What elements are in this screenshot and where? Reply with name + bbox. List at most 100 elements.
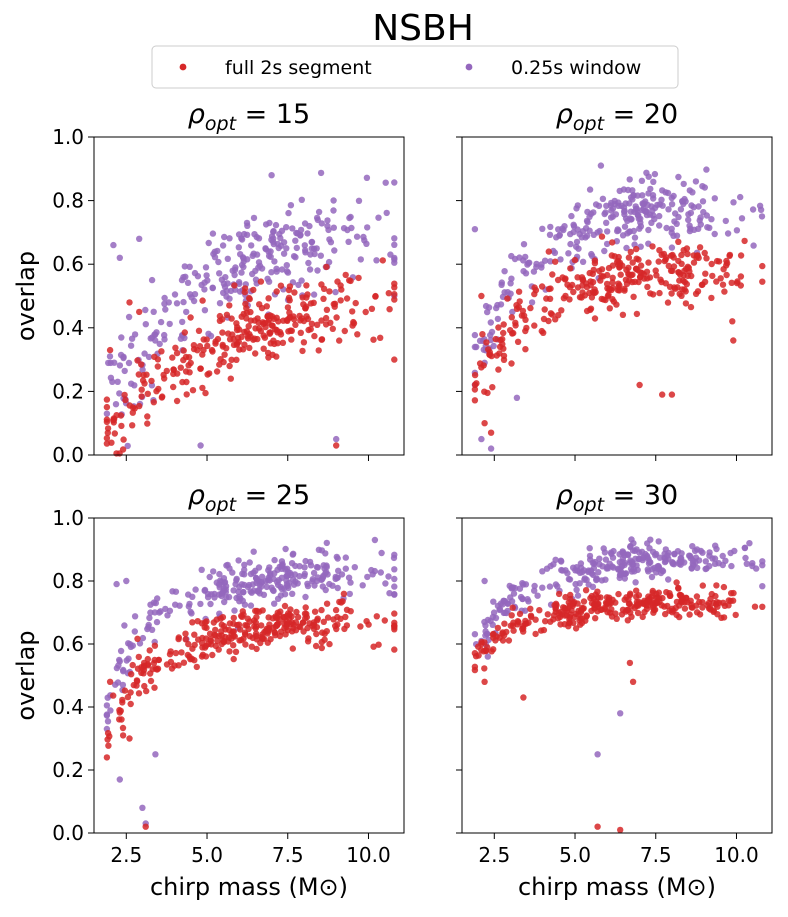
point	[211, 248, 218, 255]
point	[570, 619, 577, 627]
point	[187, 314, 194, 321]
point	[162, 306, 169, 313]
point	[516, 585, 524, 592]
point	[116, 254, 124, 261]
point	[391, 241, 398, 248]
point	[370, 336, 377, 343]
point	[227, 375, 234, 382]
point	[609, 596, 616, 603]
point	[378, 549, 385, 557]
point	[265, 295, 272, 302]
point	[385, 573, 392, 580]
point	[148, 377, 155, 385]
point	[249, 270, 256, 278]
point	[671, 551, 678, 558]
x-axis-label: chirp mass (M⊙)	[518, 873, 716, 901]
point	[209, 348, 216, 355]
point	[382, 179, 389, 186]
point	[570, 288, 577, 296]
y-tick-label: 0.6	[52, 632, 84, 656]
point	[332, 606, 340, 614]
point	[689, 543, 696, 550]
point	[141, 682, 148, 690]
point	[505, 637, 513, 644]
point	[253, 607, 261, 615]
point	[273, 288, 280, 295]
point	[116, 706, 123, 714]
point	[303, 282, 310, 289]
point	[103, 418, 111, 426]
point	[167, 648, 174, 655]
point	[597, 606, 604, 613]
point	[377, 569, 384, 576]
axes-frame	[461, 136, 773, 456]
point	[215, 258, 222, 266]
point	[335, 567, 342, 574]
point	[575, 611, 582, 618]
point	[125, 359, 133, 367]
point	[318, 644, 325, 652]
point	[146, 647, 153, 654]
point	[282, 545, 289, 553]
point	[679, 198, 686, 205]
point	[285, 209, 292, 217]
point	[471, 226, 479, 233]
point	[165, 299, 172, 306]
point	[185, 362, 192, 369]
point	[527, 605, 534, 612]
point	[315, 208, 323, 216]
point	[332, 622, 339, 630]
point	[685, 216, 692, 224]
point	[330, 197, 337, 204]
point	[621, 575, 628, 582]
point	[644, 566, 651, 573]
point	[190, 342, 198, 349]
point	[229, 569, 236, 576]
point	[655, 258, 662, 265]
point	[737, 252, 745, 259]
point	[104, 425, 112, 432]
point	[730, 199, 737, 206]
point	[111, 359, 118, 366]
point	[194, 347, 201, 354]
point	[103, 396, 111, 403]
point	[567, 230, 574, 238]
point	[587, 305, 595, 312]
point	[206, 630, 214, 637]
point	[605, 291, 612, 298]
point	[728, 562, 735, 570]
point	[235, 279, 243, 286]
point	[103, 702, 111, 709]
point	[231, 607, 238, 614]
point	[223, 287, 230, 295]
point	[310, 291, 318, 298]
point	[650, 178, 657, 185]
point	[556, 231, 563, 239]
point	[383, 209, 390, 217]
point	[586, 269, 593, 277]
point	[684, 272, 691, 280]
point	[125, 313, 133, 321]
point	[216, 300, 224, 307]
point	[245, 323, 252, 330]
point	[630, 293, 637, 300]
point	[539, 568, 546, 575]
point	[304, 291, 311, 298]
point	[391, 291, 398, 298]
point	[649, 589, 656, 597]
point	[329, 325, 336, 332]
point	[364, 224, 371, 231]
point	[182, 636, 189, 643]
point	[629, 271, 636, 278]
point	[170, 366, 177, 373]
point	[151, 609, 159, 616]
point	[715, 560, 722, 567]
point	[266, 312, 274, 319]
point	[241, 561, 248, 568]
panel-1: ρopt = 15 0.0 0.2 0.4 0.6 0.8 1.0 overlap	[12, 99, 405, 467]
point	[204, 590, 212, 598]
point	[349, 322, 356, 329]
point	[567, 265, 574, 272]
point	[346, 590, 353, 598]
point	[127, 342, 135, 349]
